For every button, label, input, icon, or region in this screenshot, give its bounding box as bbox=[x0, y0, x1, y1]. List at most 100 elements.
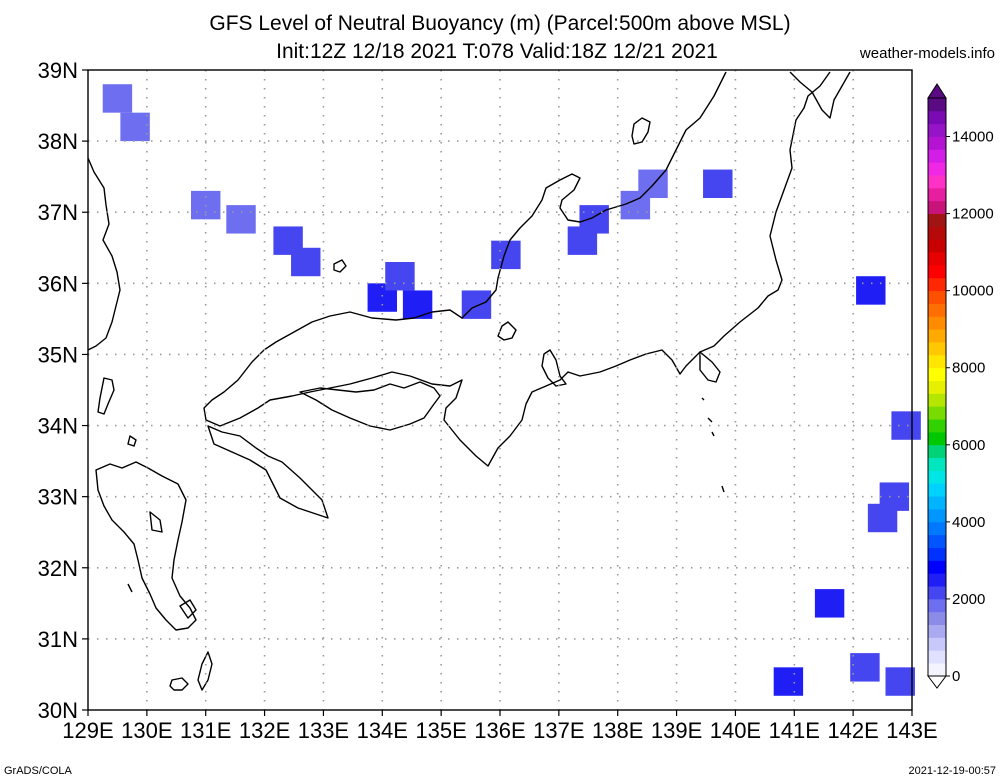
coastline-awaji bbox=[497, 321, 517, 341]
colorbar-segment bbox=[928, 624, 946, 638]
colorbar-segment bbox=[928, 393, 946, 407]
plot-frame bbox=[87, 69, 913, 711]
colorbar-segment bbox=[928, 149, 946, 163]
field-cell bbox=[579, 205, 609, 234]
footer-left: GrADS/COLA bbox=[4, 765, 73, 777]
colorbar-segment bbox=[928, 483, 946, 497]
colorbar: 0 2000 4000 6000 8000 10000 12000 14000 bbox=[927, 83, 994, 689]
colorbar-tick-label: 10000 bbox=[952, 283, 994, 300]
field-cell bbox=[773, 667, 804, 696]
field-cell bbox=[850, 653, 880, 682]
colorbar-segment bbox=[928, 444, 946, 459]
colorbar-frame bbox=[927, 97, 947, 677]
colorbar-segment bbox=[928, 342, 946, 356]
y-tick-label: 33N bbox=[38, 485, 78, 510]
colorbar-segment bbox=[928, 457, 946, 471]
coastline-izu-peninsula bbox=[541, 349, 567, 387]
colorbar-segment bbox=[928, 303, 946, 317]
coastline-goto bbox=[127, 435, 197, 619]
colorbar-segment bbox=[928, 136, 946, 150]
field-cell bbox=[814, 589, 845, 618]
field-cell bbox=[402, 290, 433, 319]
colorbar-segment bbox=[928, 277, 946, 292]
field-cell bbox=[867, 503, 898, 533]
colorbar-tick-label: 14000 bbox=[952, 129, 994, 146]
x-tick-label: 139E bbox=[651, 718, 702, 743]
x-tick-label: 133E bbox=[298, 718, 349, 743]
buoyancy-field bbox=[102, 84, 921, 696]
coastline-boso bbox=[699, 351, 721, 383]
colorbar-tick-label: 8000 bbox=[952, 360, 985, 377]
x-tick-label: 130E bbox=[121, 718, 172, 743]
x-tick-label: 129E bbox=[62, 718, 113, 743]
colorbar-segment bbox=[928, 534, 946, 548]
y-tick-label: 31N bbox=[38, 627, 78, 652]
colorbar-segment bbox=[928, 316, 946, 330]
coastline-hokkaido bbox=[789, 71, 851, 119]
colorbar-segment bbox=[928, 380, 946, 394]
colorbar-segment bbox=[928, 586, 946, 600]
coastline-sado bbox=[631, 117, 651, 145]
y-tick-label: 39N bbox=[38, 58, 78, 83]
colorbar-tick-label: 2000 bbox=[952, 591, 985, 608]
colorbar-segment bbox=[928, 98, 946, 112]
colorbar-segment bbox=[928, 110, 946, 125]
x-tick-label: 137E bbox=[533, 718, 584, 743]
colorbar-segment bbox=[928, 611, 946, 626]
x-tick-label: 138E bbox=[592, 718, 643, 743]
coastlines bbox=[87, 71, 851, 691]
x-tick-label: 142E bbox=[827, 718, 878, 743]
y-tick-label: 30N bbox=[38, 698, 78, 723]
colorbar-min-arrow bbox=[927, 675, 947, 689]
coastline-shikoku bbox=[207, 381, 441, 519]
colorbar-segment bbox=[928, 290, 946, 304]
y-tick-label: 38N bbox=[38, 129, 78, 154]
colorbar-segment bbox=[928, 431, 946, 446]
colorbar-segment bbox=[928, 162, 946, 176]
colorbar-segment bbox=[928, 509, 946, 523]
coastline-izu-islands bbox=[127, 397, 725, 593]
field-cell bbox=[385, 262, 415, 291]
colorbar-segment bbox=[928, 329, 946, 343]
coastline-honshu bbox=[203, 71, 831, 467]
y-tick-label: 37N bbox=[38, 200, 78, 225]
colorbar-tick-label: 12000 bbox=[952, 206, 994, 223]
x-tick-label: 131E bbox=[180, 718, 231, 743]
coastline-yakushima bbox=[169, 677, 189, 691]
coastline-tanegashima bbox=[197, 651, 213, 691]
gridlines bbox=[88, 70, 912, 710]
y-tick-label: 35N bbox=[38, 342, 78, 367]
field-cell bbox=[491, 240, 521, 270]
colorbar-segment bbox=[928, 239, 946, 253]
colorbar-tick-label: 4000 bbox=[952, 514, 985, 531]
coastline-tsushima bbox=[97, 377, 115, 415]
field-cell bbox=[885, 667, 915, 696]
field-cell bbox=[102, 84, 133, 113]
x-tick-label: 134E bbox=[357, 718, 408, 743]
coastline-oki bbox=[333, 259, 347, 273]
coastline-korea bbox=[87, 157, 121, 351]
colorbar-segment bbox=[928, 650, 946, 664]
colorbar-segment bbox=[928, 354, 946, 369]
x-tick-label: 136E bbox=[474, 718, 525, 743]
colorbar-segment bbox=[928, 175, 946, 189]
colorbar-segment bbox=[928, 123, 946, 137]
colorbar-segment bbox=[928, 598, 946, 613]
colorbar-tick-label: 6000 bbox=[952, 437, 985, 454]
colorbar-segment bbox=[928, 573, 946, 587]
x-tick-label: 135E bbox=[415, 718, 466, 743]
y-tick-label: 34N bbox=[38, 414, 78, 439]
colorbar-segment bbox=[928, 252, 946, 266]
field-cell bbox=[226, 205, 256, 234]
x-tick-label: 143E bbox=[886, 718, 937, 743]
colorbar-segment bbox=[928, 213, 946, 227]
colorbar-segment bbox=[928, 419, 946, 433]
colorbar-segment bbox=[928, 470, 946, 484]
site-label: weather-models.info bbox=[859, 45, 995, 62]
field-cell bbox=[703, 169, 733, 198]
field-cell bbox=[120, 112, 150, 142]
colorbar-segment bbox=[928, 547, 946, 561]
colorbar-segment bbox=[928, 406, 946, 420]
field-cell bbox=[291, 247, 321, 277]
